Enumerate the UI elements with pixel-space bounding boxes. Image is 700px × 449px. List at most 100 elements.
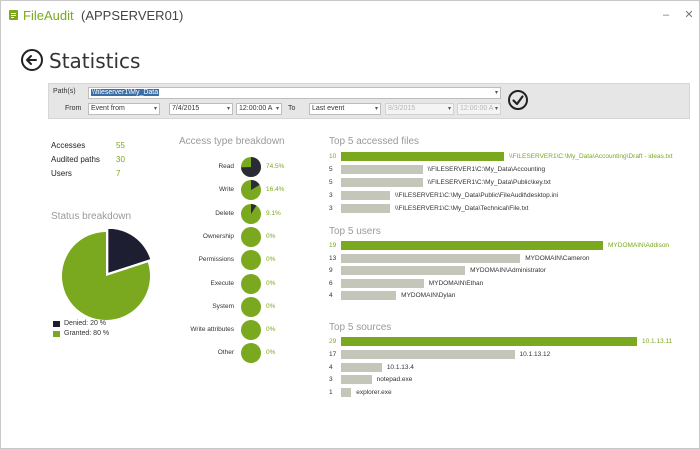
top-source-row-bar[interactable] [341,375,372,385]
top-file-row-bar[interactable] [341,165,423,174]
to-time-picker[interactable]: 12:00:00 A ▾ [457,103,501,115]
top-user-row-label[interactable]: MYDOMAIN\Addison [608,242,670,249]
access-pie-write-attributes [241,320,261,341]
access-pct-delete: 9.1% [266,209,281,217]
top-source-row-bar[interactable] [341,349,515,359]
access-pie-permissions [241,250,261,271]
from-type-value: Event from [91,105,125,112]
access-pct-other: 0% [266,349,276,357]
top-source-row-label[interactable]: explorer.exe [356,389,392,397]
top-user-row-label[interactable]: MYDOMAIN\Cameron [525,254,590,262]
top-file-row-count: 3 [329,192,333,199]
top-file-row-bar[interactable] [341,204,390,213]
access-pie-execute [241,273,261,294]
top-user-row-bar[interactable] [341,266,466,275]
access-breakdown-title: Access type breakdown [179,136,285,147]
from-time-value: 12:00:00 A [239,105,273,112]
access-pct-permissions: 0% [266,256,276,264]
access-label-execute: Execute [210,279,235,287]
top-user-row-bar[interactable] [341,291,397,300]
access-pie-base [241,250,261,271]
audited-paths-value: 30 [116,155,125,164]
access-pie-base [241,273,261,294]
top-file-row-bar[interactable] [341,191,390,200]
access-label-system: System [212,302,234,310]
top-file-row-label[interactable]: \\FILESERVER1\C:\My_Data\Public\FileAudi… [394,192,559,199]
top-source-row-bar[interactable] [341,362,382,372]
top-file-row-bar[interactable] [341,152,504,161]
top-user-row-label[interactable]: MYDOMAIN\Ethan [428,279,484,287]
access-pie-ownership [241,226,261,247]
chevron-down-icon: ▾ [447,106,451,112]
legend-granted-swatch [53,331,60,337]
status-slice-granted [61,232,150,320]
fileaudit-logo-icon [9,10,18,20]
top-file-row-label[interactable]: \\FILESERVER1\C:\My_Data\Accounting\Draf… [509,153,673,160]
top-user-row-count: 4 [329,292,333,299]
title-bar: FileAudit (APPSERVER01) – ✕ [1,1,699,31]
to-label: To [288,105,296,112]
top-source-row-bar[interactable] [341,337,637,346]
access-pct-write: 16.4% [266,186,285,194]
server-name: (APPSERVER01) [81,8,184,23]
chevron-down-icon: ▾ [153,106,157,112]
chevron-down-icon: ▾ [494,90,498,96]
from-time-picker[interactable]: 12:00:00 A ▾ [236,103,282,115]
status-pie-chart [61,229,151,320]
status-breakdown-title: Status breakdown [51,211,132,222]
top-file-row-count: 5 [329,179,333,186]
top-user-row-label[interactable]: MYDOMAIN\Dylan [401,292,456,299]
access-label-permissions: Permissions [198,256,234,264]
top-source-row-bar[interactable] [341,388,352,398]
from-date-picker[interactable]: 7/4/2015 ▾ [169,103,233,115]
access-pie-system [241,296,261,317]
path-input[interactable]: \\fileserver1\My_Data ▾ [88,87,501,99]
access-pct-read: 74.5% [266,163,285,170]
top-user-row-bar[interactable] [341,253,521,263]
top-file-row-label[interactable]: \\FILESERVER1\C:\My_Data\Public\key.txt [427,179,551,186]
top-users-title: Top 5 users [329,226,381,237]
top-user-row-count: 13 [329,254,337,262]
top-user-row-bar[interactable] [341,278,424,288]
top-source-row-count: 3 [329,376,333,384]
top-source-row-label[interactable]: 10.1.13.12 [519,350,551,358]
access-pie-slice [241,157,261,177]
top-file-row-label[interactable]: \\FILESERVER1\C:\My_Data\Technical\File.… [394,205,529,212]
from-type-select[interactable]: Event from ▾ [88,103,160,115]
top-user-row-count: 19 [329,242,337,249]
access-pie-base [241,296,261,317]
back-button[interactable] [21,49,43,71]
app-name: FileAudit [23,8,74,23]
from-label: From [65,105,82,112]
access-label-write-attributes: Write attributes [190,326,234,334]
access-pct-ownership: 0% [266,232,276,240]
apply-filter-button[interactable] [508,90,528,110]
top-file-row-label[interactable]: \\FILESERVER1\C:\My_Data\Accounting [427,166,546,173]
top-source-row-count: 29 [329,338,337,345]
to-type-value: Last event [312,105,345,112]
top-file-row-bar[interactable] [341,178,423,187]
filter-panel: Path(s) \\fileserver1\My_Data ▾ From Eve… [48,83,690,119]
top-source-row-label[interactable]: 10.1.13.4 [386,363,414,371]
chevron-down-icon: ▾ [494,106,498,112]
access-label-delete: Delete [215,209,234,217]
access-label-read: Read [218,163,234,170]
legend-denied-swatch [53,321,60,327]
top-sources-title: Top 5 sources [329,322,392,333]
minimize-button[interactable]: – [662,9,670,21]
close-button[interactable]: ✕ [684,9,694,21]
to-type-select[interactable]: Last event ▾ [309,103,381,115]
access-pie-write [241,180,261,201]
top-user-row-bar[interactable] [341,241,603,250]
top-source-row-label[interactable]: notepad.exe [376,376,413,384]
access-pie-delete [241,203,261,224]
top-source-row-label[interactable]: 10.1.13.11 [642,338,673,345]
top-user-row-count: 9 [329,267,333,274]
to-date-picker[interactable]: 8/3/2015 ▾ [385,103,454,115]
access-pie-slice [251,203,257,214]
arrow-left-icon [26,55,37,65]
top-user-row-label[interactable]: MYDOMAIN\Administrator [470,267,546,274]
path-label: Path(s) [53,88,76,95]
from-date-value: 7/4/2015 [172,105,200,112]
